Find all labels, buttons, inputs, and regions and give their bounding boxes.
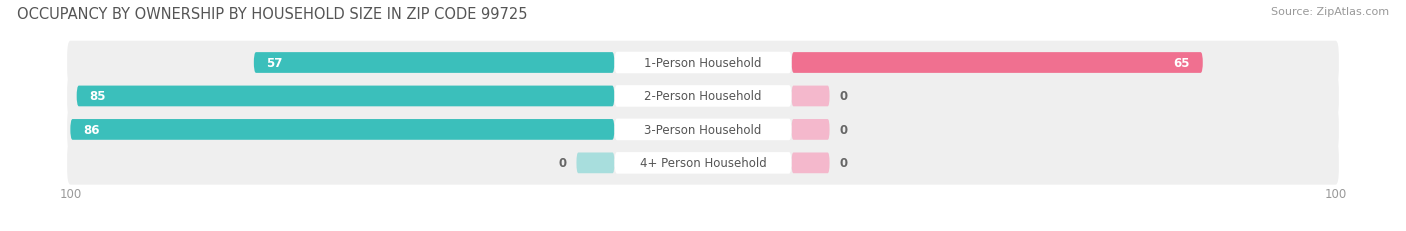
Text: 0: 0 (839, 123, 848, 136)
Text: OCCUPANCY BY OWNERSHIP BY HOUSEHOLD SIZE IN ZIP CODE 99725: OCCUPANCY BY OWNERSHIP BY HOUSEHOLD SIZE… (17, 7, 527, 22)
FancyBboxPatch shape (253, 53, 614, 73)
FancyBboxPatch shape (67, 108, 1339, 152)
Text: 3-Person Household: 3-Person Household (644, 123, 762, 136)
FancyBboxPatch shape (67, 141, 1339, 185)
Text: 86: 86 (83, 123, 100, 136)
Text: Source: ZipAtlas.com: Source: ZipAtlas.com (1271, 7, 1389, 17)
Text: 0: 0 (839, 157, 848, 170)
Text: 65: 65 (1174, 57, 1191, 70)
Text: 0: 0 (558, 157, 567, 170)
Text: 1-Person Household: 1-Person Household (644, 57, 762, 70)
FancyBboxPatch shape (614, 119, 792, 141)
FancyBboxPatch shape (76, 86, 614, 107)
FancyBboxPatch shape (70, 119, 614, 140)
FancyBboxPatch shape (614, 86, 792, 107)
FancyBboxPatch shape (792, 119, 830, 140)
Text: 2-Person Household: 2-Person Household (644, 90, 762, 103)
Text: 85: 85 (89, 90, 105, 103)
FancyBboxPatch shape (792, 86, 830, 107)
FancyBboxPatch shape (67, 42, 1339, 85)
FancyBboxPatch shape (614, 152, 792, 174)
Text: 0: 0 (839, 90, 848, 103)
FancyBboxPatch shape (614, 52, 792, 74)
FancyBboxPatch shape (792, 53, 1204, 73)
FancyBboxPatch shape (67, 75, 1339, 118)
Text: 4+ Person Household: 4+ Person Household (640, 157, 766, 170)
Text: 57: 57 (266, 57, 283, 70)
FancyBboxPatch shape (792, 153, 830, 173)
FancyBboxPatch shape (576, 153, 614, 173)
